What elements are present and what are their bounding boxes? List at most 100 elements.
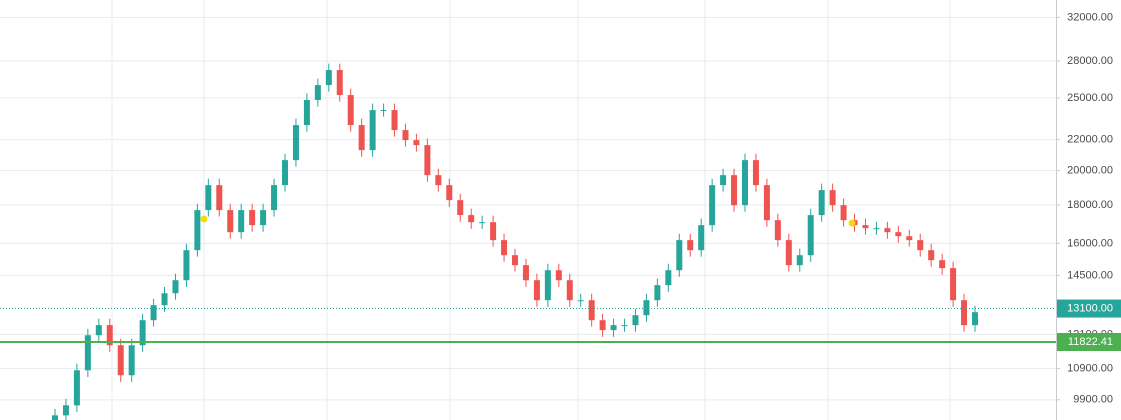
candle-body — [479, 222, 486, 224]
candle-body — [369, 110, 376, 151]
price-label: 11822.41 — [1068, 336, 1113, 348]
candle-body — [402, 130, 409, 141]
y-tick-label: 32000.00 — [1067, 11, 1113, 23]
candle-body — [468, 215, 475, 223]
candle-body — [260, 210, 267, 226]
candle-body — [249, 210, 256, 226]
candle-body — [862, 225, 869, 229]
candle-body — [687, 240, 694, 251]
price-label-box — [1057, 299, 1121, 318]
candle-body — [194, 210, 201, 251]
candle-body — [654, 285, 661, 301]
candle-body — [961, 300, 968, 326]
candle-body — [84, 335, 91, 371]
y-tick-label: 14500.00 — [1067, 269, 1113, 281]
candle-body — [763, 185, 770, 221]
candle-body — [391, 110, 398, 131]
candle-body — [282, 160, 288, 186]
candle-body — [128, 345, 135, 376]
candle-body — [380, 110, 387, 112]
event-marker — [848, 219, 856, 227]
candle-body — [292, 125, 299, 161]
candle-body — [555, 270, 562, 281]
candle-body — [807, 215, 814, 256]
candle-body — [950, 268, 957, 301]
candle-body — [314, 85, 321, 101]
candle-body — [325, 70, 332, 86]
candle-body — [183, 250, 190, 281]
candle-body — [106, 325, 113, 346]
candle-body — [818, 190, 825, 216]
candle-body — [347, 95, 354, 126]
candle-body — [139, 320, 146, 346]
candle-body — [709, 185, 716, 226]
candle-body — [972, 312, 978, 326]
candle-body — [336, 70, 343, 96]
candle-body — [939, 260, 946, 269]
candle-body — [566, 280, 573, 301]
y-tick-label: 9900.00 — [1073, 394, 1113, 406]
y-tick-label: 28000.00 — [1067, 55, 1113, 67]
candle-body — [457, 200, 464, 216]
candle-body — [62, 405, 69, 416]
candle-body — [796, 255, 803, 266]
candle-body — [577, 300, 584, 302]
candle-body — [227, 210, 234, 233]
horizontal-grid — [0, 16, 1056, 401]
y-tick-label: 20000.00 — [1067, 165, 1113, 177]
candle-body — [873, 228, 880, 230]
candle-body — [303, 100, 310, 126]
candle-body — [413, 140, 420, 146]
candle-body — [928, 250, 935, 261]
candle-body — [544, 270, 551, 301]
candle-body — [895, 232, 902, 237]
candle-body — [643, 300, 650, 316]
price-axis: 9900.0010900.0012100.0014500.0016000.001… — [1056, 11, 1121, 406]
candle-body — [533, 280, 540, 301]
candle-body — [917, 240, 924, 251]
candle-body — [906, 236, 913, 241]
candle-body — [632, 315, 639, 326]
candle-body — [95, 325, 102, 336]
candles — [52, 63, 978, 420]
price-lines — [0, 308, 1056, 343]
candle-body — [774, 220, 781, 241]
candle-body — [205, 185, 212, 211]
candle-body — [216, 185, 223, 211]
candle-body — [785, 240, 792, 266]
candle-body — [150, 305, 157, 321]
candle-body — [172, 280, 179, 294]
y-tick-label: 18000.00 — [1067, 199, 1113, 211]
candle-body — [599, 320, 606, 331]
candle-body — [840, 205, 847, 221]
candle-body — [238, 210, 245, 233]
candle-body — [446, 185, 453, 201]
vertical-grid — [111, 0, 951, 420]
candle-body — [676, 240, 683, 271]
candle-body — [501, 240, 508, 256]
candle-body — [829, 190, 836, 206]
candle-body — [522, 265, 529, 281]
candle-body — [424, 145, 431, 176]
candle-body — [752, 160, 759, 186]
candle-body — [884, 228, 891, 233]
candle-body — [490, 222, 497, 241]
candle-body — [731, 175, 738, 206]
y-tick-label: 22000.00 — [1067, 133, 1113, 145]
candle-body — [665, 270, 672, 286]
candle-body — [117, 345, 124, 376]
price-label: 13100.00 — [1067, 302, 1113, 314]
candle-body — [512, 255, 518, 266]
candle-body — [742, 160, 748, 206]
y-tick-label: 10900.00 — [1067, 362, 1113, 374]
candle-body — [271, 185, 278, 211]
candle-body — [358, 125, 365, 151]
y-tick-label: 25000.00 — [1067, 92, 1113, 104]
y-tick-label: 16000.00 — [1067, 237, 1113, 249]
candle-body — [621, 325, 628, 327]
candle-body — [698, 225, 705, 251]
candle-body — [435, 175, 442, 186]
candle-body — [52, 415, 58, 420]
candle-body — [610, 325, 617, 331]
candle-body — [588, 300, 595, 321]
